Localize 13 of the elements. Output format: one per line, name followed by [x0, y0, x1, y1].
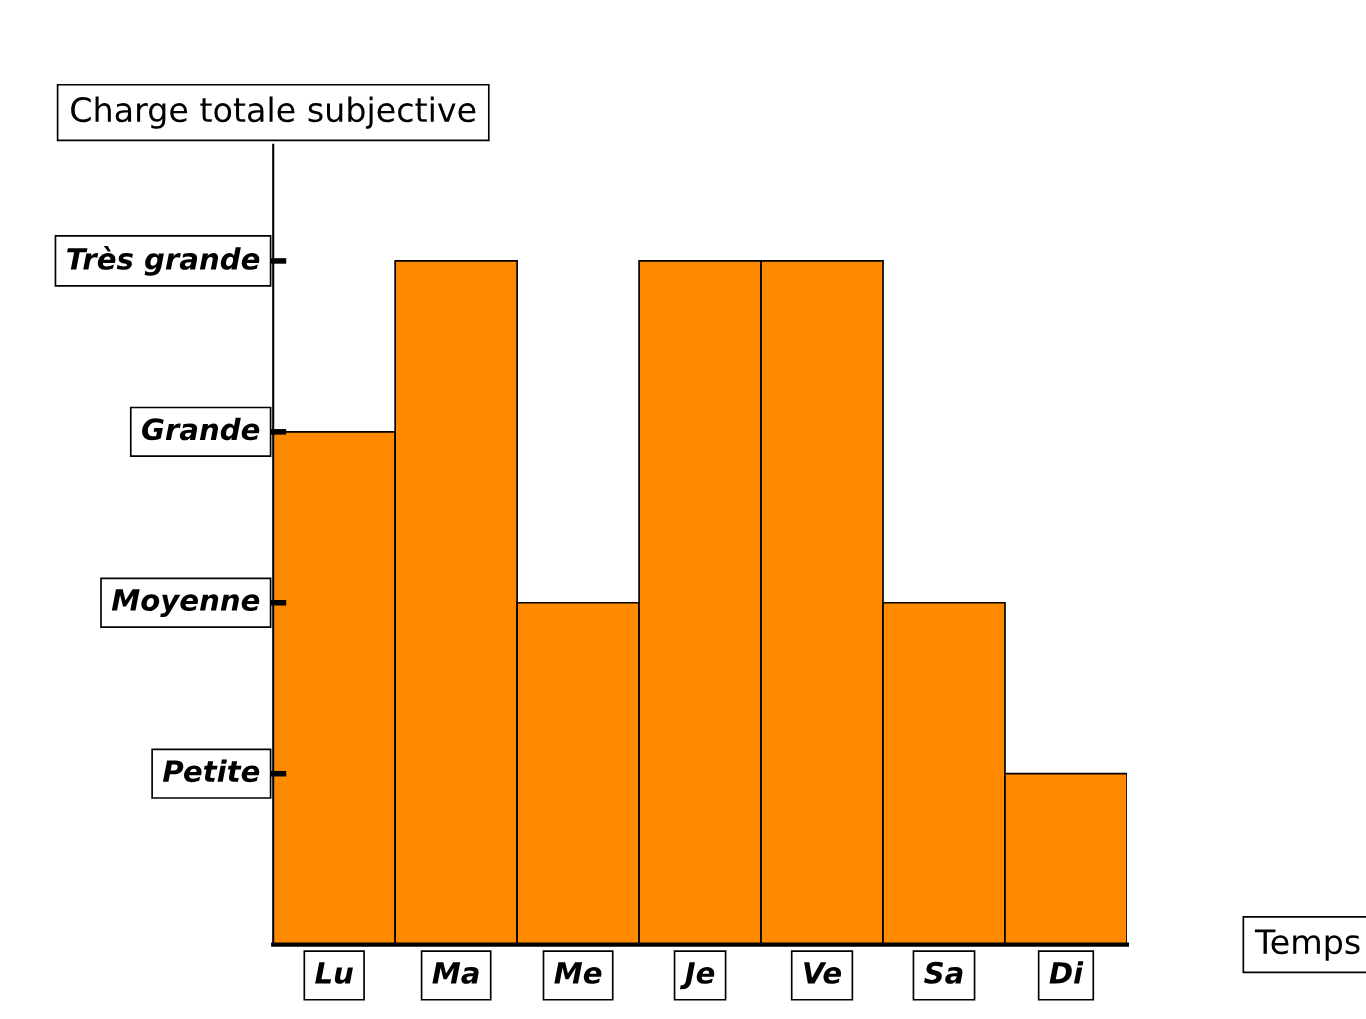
x-tick-label: Je — [679, 962, 715, 990]
text: Petite — [162, 759, 260, 783]
text: Très grande — [67, 246, 260, 276]
text: Moyenne — [111, 589, 260, 617]
x-axis-title: Temps — [1254, 929, 1360, 961]
x-tick-label: Me — [554, 962, 602, 984]
x-tick-label: Lu — [315, 962, 353, 984]
text: Grande — [142, 417, 260, 441]
x-tick-label: Di — [1049, 961, 1084, 984]
x-tick-label: Ma — [432, 962, 479, 984]
x-tick-label: Ve — [804, 962, 842, 984]
x-tick-label: Sa — [924, 961, 963, 984]
y-axis-title: Charge totale subjective — [71, 96, 476, 129]
